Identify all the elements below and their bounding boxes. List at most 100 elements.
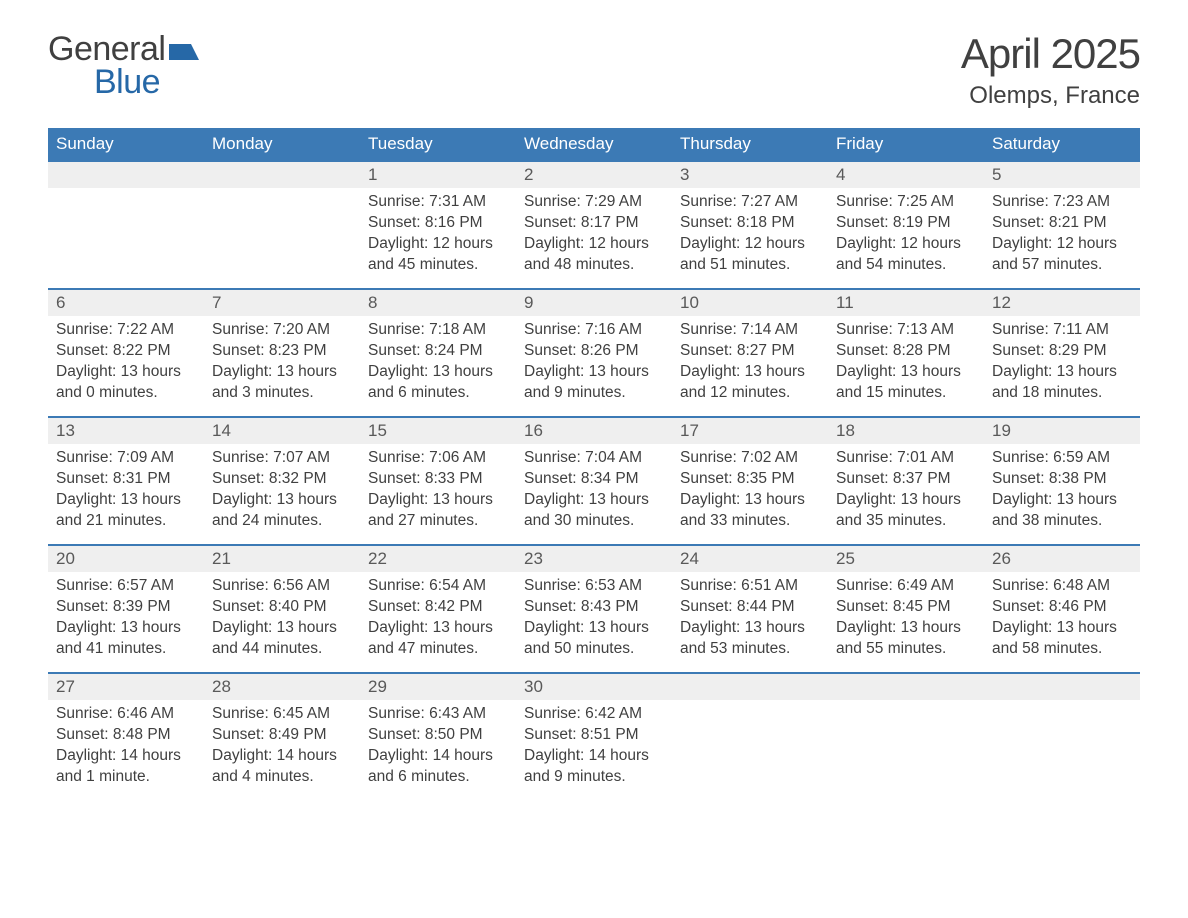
sunset-line: Sunset: 8:23 PM [212, 341, 352, 362]
day-number: 4 [828, 160, 984, 188]
calendar-week-row: 20Sunrise: 6:57 AMSunset: 8:39 PMDayligh… [48, 544, 1140, 672]
day-body: Sunrise: 7:31 AMSunset: 8:16 PMDaylight:… [360, 188, 516, 284]
daylight-line: Daylight: 13 hours and 21 minutes. [56, 490, 196, 532]
sunrise-line: Sunrise: 6:43 AM [368, 704, 508, 725]
daylight-line: Daylight: 13 hours and 33 minutes. [680, 490, 820, 532]
sunrise-line: Sunrise: 7:09 AM [56, 448, 196, 469]
sunset-line: Sunset: 8:44 PM [680, 597, 820, 618]
day-body: Sunrise: 7:07 AMSunset: 8:32 PMDaylight:… [204, 444, 360, 540]
weekday-header: Sunday [48, 128, 204, 160]
day-number: 8 [360, 288, 516, 316]
sunrise-line: Sunrise: 6:42 AM [524, 704, 664, 725]
day-number: 14 [204, 416, 360, 444]
calendar-day-cell: 15Sunrise: 7:06 AMSunset: 8:33 PMDayligh… [360, 416, 516, 544]
sunset-line: Sunset: 8:37 PM [836, 469, 976, 490]
sunset-line: Sunset: 8:46 PM [992, 597, 1132, 618]
day-body: Sunrise: 7:29 AMSunset: 8:17 PMDaylight:… [516, 188, 672, 284]
sunset-line: Sunset: 8:39 PM [56, 597, 196, 618]
weekday-header: Monday [204, 128, 360, 160]
day-body: Sunrise: 7:09 AMSunset: 8:31 PMDaylight:… [48, 444, 204, 540]
daylight-line: Daylight: 14 hours and 9 minutes. [524, 746, 664, 788]
daylight-line: Daylight: 13 hours and 35 minutes. [836, 490, 976, 532]
sunset-line: Sunset: 8:34 PM [524, 469, 664, 490]
day-number: 19 [984, 416, 1140, 444]
sunrise-line: Sunrise: 7:31 AM [368, 192, 508, 213]
day-body: Sunrise: 7:20 AMSunset: 8:23 PMDaylight:… [204, 316, 360, 412]
sunset-line: Sunset: 8:17 PM [524, 213, 664, 234]
location-subtitle: Olemps, France [961, 82, 1140, 110]
calendar-day-cell: 25Sunrise: 6:49 AMSunset: 8:45 PMDayligh… [828, 544, 984, 672]
month-title: April 2025 [961, 30, 1140, 78]
day-body [204, 188, 360, 200]
day-number: 25 [828, 544, 984, 572]
sunrise-line: Sunrise: 7:27 AM [680, 192, 820, 213]
day-body: Sunrise: 6:42 AMSunset: 8:51 PMDaylight:… [516, 700, 672, 796]
calendar-day-cell: 6Sunrise: 7:22 AMSunset: 8:22 PMDaylight… [48, 288, 204, 416]
day-body: Sunrise: 7:18 AMSunset: 8:24 PMDaylight:… [360, 316, 516, 412]
day-number: 3 [672, 160, 828, 188]
sunrise-line: Sunrise: 6:53 AM [524, 576, 664, 597]
daylight-line: Daylight: 13 hours and 18 minutes. [992, 362, 1132, 404]
weekday-header: Friday [828, 128, 984, 160]
day-body: Sunrise: 6:53 AMSunset: 8:43 PMDaylight:… [516, 572, 672, 668]
daylight-line: Daylight: 12 hours and 57 minutes. [992, 234, 1132, 276]
daylight-line: Daylight: 13 hours and 53 minutes. [680, 618, 820, 660]
day-body: Sunrise: 6:56 AMSunset: 8:40 PMDaylight:… [204, 572, 360, 668]
calendar-day-cell: 18Sunrise: 7:01 AMSunset: 8:37 PMDayligh… [828, 416, 984, 544]
day-number: 12 [984, 288, 1140, 316]
day-number: 18 [828, 416, 984, 444]
day-body: Sunrise: 7:16 AMSunset: 8:26 PMDaylight:… [516, 316, 672, 412]
day-number: 2 [516, 160, 672, 188]
daylight-line: Daylight: 12 hours and 48 minutes. [524, 234, 664, 276]
sunrise-line: Sunrise: 7:13 AM [836, 320, 976, 341]
calendar-day-cell: 29Sunrise: 6:43 AMSunset: 8:50 PMDayligh… [360, 672, 516, 800]
calendar-table: SundayMondayTuesdayWednesdayThursdayFrid… [48, 128, 1140, 800]
day-body: Sunrise: 6:43 AMSunset: 8:50 PMDaylight:… [360, 700, 516, 796]
day-body: Sunrise: 6:48 AMSunset: 8:46 PMDaylight:… [984, 572, 1140, 668]
day-number: 16 [516, 416, 672, 444]
day-body: Sunrise: 7:25 AMSunset: 8:19 PMDaylight:… [828, 188, 984, 284]
daylight-line: Daylight: 13 hours and 6 minutes. [368, 362, 508, 404]
day-number: 17 [672, 416, 828, 444]
day-body [828, 700, 984, 712]
calendar-day-cell: 20Sunrise: 6:57 AMSunset: 8:39 PMDayligh… [48, 544, 204, 672]
day-number [204, 160, 360, 188]
sunset-line: Sunset: 8:45 PM [836, 597, 976, 618]
sunrise-line: Sunrise: 6:51 AM [680, 576, 820, 597]
calendar-day-cell: 1Sunrise: 7:31 AMSunset: 8:16 PMDaylight… [360, 160, 516, 288]
day-body: Sunrise: 7:13 AMSunset: 8:28 PMDaylight:… [828, 316, 984, 412]
sunset-line: Sunset: 8:42 PM [368, 597, 508, 618]
sunrise-line: Sunrise: 7:14 AM [680, 320, 820, 341]
sunrise-line: Sunrise: 6:48 AM [992, 576, 1132, 597]
day-body: Sunrise: 6:51 AMSunset: 8:44 PMDaylight:… [672, 572, 828, 668]
day-number: 11 [828, 288, 984, 316]
sunset-line: Sunset: 8:31 PM [56, 469, 196, 490]
day-number: 20 [48, 544, 204, 572]
day-number: 24 [672, 544, 828, 572]
daylight-line: Daylight: 12 hours and 45 minutes. [368, 234, 508, 276]
daylight-line: Daylight: 14 hours and 6 minutes. [368, 746, 508, 788]
weekday-header: Thursday [672, 128, 828, 160]
day-body [48, 188, 204, 200]
calendar-week-row: 13Sunrise: 7:09 AMSunset: 8:31 PMDayligh… [48, 416, 1140, 544]
daylight-line: Daylight: 13 hours and 24 minutes. [212, 490, 352, 532]
daylight-line: Daylight: 13 hours and 0 minutes. [56, 362, 196, 404]
sunrise-line: Sunrise: 6:49 AM [836, 576, 976, 597]
day-body: Sunrise: 7:01 AMSunset: 8:37 PMDaylight:… [828, 444, 984, 540]
calendar-day-cell: 12Sunrise: 7:11 AMSunset: 8:29 PMDayligh… [984, 288, 1140, 416]
sunrise-line: Sunrise: 6:59 AM [992, 448, 1132, 469]
day-number: 5 [984, 160, 1140, 188]
day-number: 23 [516, 544, 672, 572]
calendar-day-cell [48, 160, 204, 288]
sunset-line: Sunset: 8:51 PM [524, 725, 664, 746]
sunset-line: Sunset: 8:24 PM [368, 341, 508, 362]
calendar-day-cell: 7Sunrise: 7:20 AMSunset: 8:23 PMDaylight… [204, 288, 360, 416]
daylight-line: Daylight: 13 hours and 12 minutes. [680, 362, 820, 404]
calendar-day-cell [984, 672, 1140, 800]
day-body: Sunrise: 7:14 AMSunset: 8:27 PMDaylight:… [672, 316, 828, 412]
flag-icon [169, 40, 199, 65]
sunrise-line: Sunrise: 7:06 AM [368, 448, 508, 469]
sunrise-line: Sunrise: 6:46 AM [56, 704, 196, 725]
page-header: General Blue April 2025 Olemps, France [48, 30, 1140, 110]
calendar-week-row: 1Sunrise: 7:31 AMSunset: 8:16 PMDaylight… [48, 160, 1140, 288]
